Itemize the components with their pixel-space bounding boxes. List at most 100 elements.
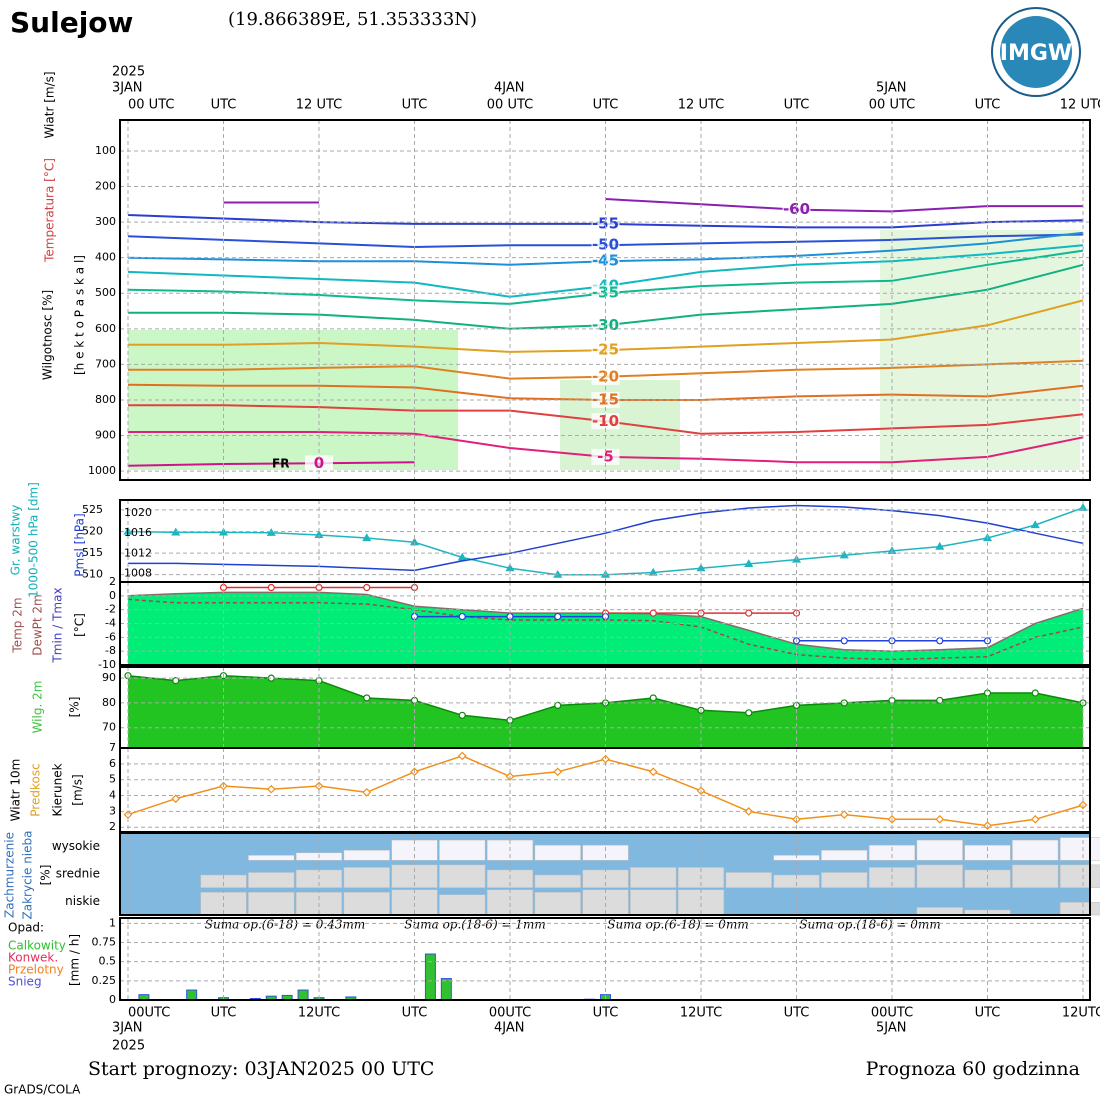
panel-label: [mm / h]: [68, 934, 82, 986]
panel-background: [120, 500, 1090, 582]
cloud-bar: [916, 907, 963, 916]
freezing-label: FR: [272, 457, 289, 471]
y-tick-label: 900: [95, 429, 116, 442]
y-tick-label: 3: [109, 804, 116, 817]
circle-marker: [554, 612, 562, 621]
isotherm: [127, 461, 415, 467]
circle-marker: [745, 609, 753, 617]
panel-label: Temperatura [°C]: [43, 158, 57, 263]
cloud-bar: [964, 844, 1011, 861]
y-tick-label: 525: [82, 503, 103, 516]
cloud-bar: [630, 867, 677, 888]
top-time-label: UTC: [975, 98, 1001, 113]
y-tick-label: 2: [109, 820, 116, 833]
circle-marker: [172, 677, 180, 685]
top-time-label: 00 UTC: [869, 98, 915, 113]
legend-entry: Calkowity: [8, 939, 66, 953]
diamond-marker: [648, 767, 658, 777]
circle-marker: [554, 701, 562, 709]
circle-marker: [840, 637, 848, 645]
top-time-label: 00 UTC: [128, 98, 174, 113]
isotherm: [223, 198, 1083, 213]
panel-label: Pmsl [hPa]: [73, 513, 87, 576]
circle-marker: [649, 694, 657, 702]
isotherm-label-bg: [591, 342, 620, 359]
diamond-marker: [266, 784, 276, 794]
panel-label: Gr. warstwy: [9, 505, 23, 576]
forecast-range: Prognoza 60 godzinna: [866, 1058, 1080, 1080]
y-tick-label: 0: [109, 993, 116, 1006]
legend-entry: Snieg: [8, 975, 42, 989]
panel-background: [120, 918, 1090, 1000]
diamond-marker: [553, 767, 563, 777]
y-tick-label: 2: [109, 575, 116, 588]
panel-label: DewPt 2m: [31, 594, 45, 656]
panel-label: Tmin / Tmax: [51, 587, 65, 663]
y-tick-label: 100: [95, 144, 116, 157]
diamond-marker: [1030, 814, 1040, 824]
cloud-bar: [916, 839, 963, 861]
bottom-time-label: 12UTC: [1062, 1006, 1100, 1021]
circle-marker: [363, 694, 371, 702]
bottom-time-label: 00UTC: [871, 1006, 913, 1021]
top-date: 3JAN: [112, 81, 143, 96]
cloud-bar: [821, 849, 868, 861]
isotherm-label: -20: [592, 367, 619, 385]
top-time-label: UTC: [784, 98, 810, 113]
panel-frame: [119, 119, 1091, 481]
cloud-bar: [582, 844, 629, 861]
y-tick-label: 800: [95, 393, 116, 406]
panel-label: Predkosc: [29, 763, 43, 816]
top-time-label: UTC: [593, 98, 619, 113]
panel-label: [h e k t o P a s k a l]: [73, 255, 87, 375]
isotherm-label: -60: [783, 200, 810, 218]
bottom-date: 5JAN: [876, 1021, 907, 1036]
panel-label: Wiatr 10m: [9, 759, 23, 822]
cloud-level-label: srednie: [56, 867, 100, 881]
isotherm-label: -25: [592, 341, 619, 359]
y-tick-label: -4: [105, 617, 116, 630]
cloud-bar: [439, 839, 486, 861]
precip-bar: [297, 989, 309, 1001]
bottom-date: 4JAN: [494, 1021, 525, 1036]
y-tick-label: 500: [95, 286, 116, 299]
panel-label: Wilgotnosc [%]: [41, 290, 55, 380]
cloud-bar: [439, 864, 486, 888]
y-tick-label: 520: [82, 525, 103, 538]
y-tick-label: 0.5: [99, 955, 117, 968]
panel-frame: [119, 917, 1091, 1001]
circle-marker: [458, 711, 466, 719]
diamond-marker: [839, 810, 849, 819]
triangle-marker: [362, 533, 372, 542]
cloud-bar: [439, 894, 486, 916]
y-tick-label: 7: [109, 741, 116, 754]
y-tick-label: -8: [105, 644, 116, 657]
y-tick-label: 600: [95, 322, 116, 335]
y2-tick-label: 1008: [124, 566, 152, 579]
logo: IMGW: [991, 7, 1081, 97]
circle-marker: [649, 609, 657, 617]
cloud-bar: [725, 872, 772, 888]
cloud-bar: [821, 872, 868, 888]
bottom-time-label: UTC: [593, 1006, 619, 1021]
y2-tick-label: 1020: [124, 506, 152, 519]
circle-marker: [458, 612, 466, 621]
isotherm-label-bg: [591, 215, 620, 232]
y-tick-label: 0.25: [92, 974, 117, 987]
bottom-time-label: UTC: [211, 1006, 237, 1021]
triangle-marker: [457, 552, 467, 561]
bottom-time-label: UTC: [784, 1006, 810, 1021]
triangle-marker: [839, 550, 849, 559]
y-tick-label: 400: [95, 251, 116, 264]
cloud-bar: [868, 844, 916, 861]
panel-label: Wilg. 2m: [31, 681, 45, 734]
top-time-label: 12 UTC: [1060, 98, 1100, 113]
triangle-marker: [744, 559, 754, 567]
circle-marker: [745, 709, 753, 717]
cloud-bar: [1012, 864, 1059, 888]
credit: GrADS/COLA: [4, 1083, 81, 1097]
top-time-label: 12 UTC: [678, 98, 724, 113]
y-tick-label: 80: [102, 696, 116, 709]
isotherm-label-bg: [591, 237, 620, 254]
cloud-bar: [630, 889, 677, 916]
